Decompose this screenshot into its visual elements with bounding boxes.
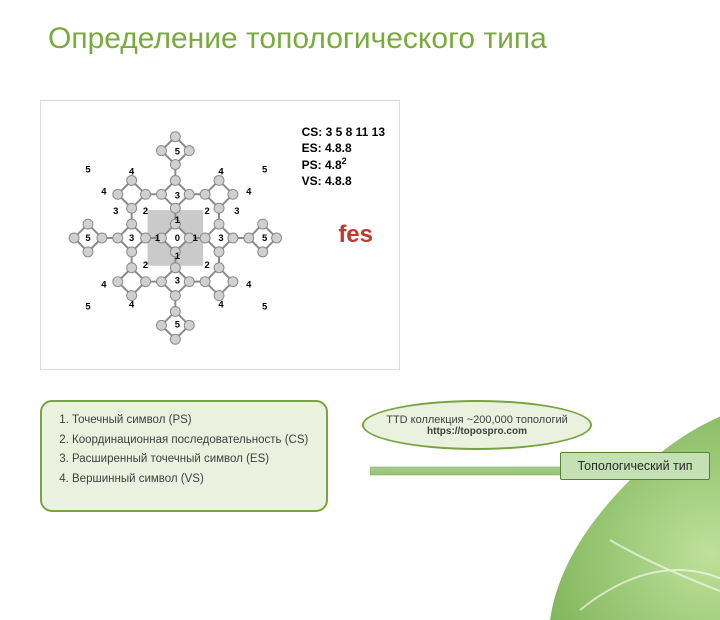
svg-text:4: 4 (101, 185, 107, 196)
svg-text:5: 5 (175, 146, 180, 157)
symbol-list-box: Точечный символ (PS) Координационная пос… (40, 400, 328, 512)
svg-text:4: 4 (129, 165, 135, 176)
svg-text:4: 4 (218, 298, 224, 309)
cs-line: CS: 3 5 8 11 13 (302, 125, 385, 141)
es-line: ES: 4.8.8 (302, 141, 385, 157)
svg-text:2: 2 (204, 259, 209, 270)
svg-text:4: 4 (101, 279, 107, 290)
decor-leaf (520, 360, 720, 620)
svg-text:4: 4 (218, 165, 224, 176)
svg-text:5: 5 (175, 318, 180, 329)
svg-text:4: 4 (246, 185, 252, 196)
list-item: Вершинный символ (VS) (72, 471, 314, 488)
topology-figure: 0111122223333334444444455555555 CS: 3 5 … (40, 100, 400, 370)
svg-text:5: 5 (262, 163, 267, 174)
list-item: Координационная последовательность (CS) (72, 432, 314, 449)
svg-text:2: 2 (143, 259, 148, 270)
svg-text:3: 3 (175, 275, 180, 286)
ps-line: PS: 4.82 (302, 156, 385, 174)
page-title: Определение топологического типа (48, 22, 547, 57)
list-item: Точечный символ (PS) (72, 412, 314, 429)
ttd-oval: TTD коллекция ~200,000 топологий https:/… (362, 400, 592, 450)
svg-text:4: 4 (246, 279, 252, 290)
svg-text:3: 3 (218, 232, 223, 243)
svg-text:3: 3 (129, 232, 134, 243)
fes-label: fes (338, 221, 373, 249)
svg-text:1: 1 (193, 232, 198, 243)
svg-text:2: 2 (143, 205, 148, 216)
ttd-line1: TTD коллекция ~200,000 топологий (364, 414, 590, 426)
svg-text:5: 5 (85, 300, 90, 311)
svg-text:3: 3 (175, 189, 180, 200)
svg-text:0: 0 (175, 232, 180, 243)
svg-text:5: 5 (85, 232, 90, 243)
svg-text:1: 1 (175, 214, 180, 225)
result-box: Топологический тип (560, 452, 710, 480)
list-item: Расширенный точечный символ (ES) (72, 451, 314, 468)
arrow-icon (370, 462, 585, 480)
symbol-block: CS: 3 5 8 11 13 ES: 4.8.8 PS: 4.82 VS: 4… (302, 125, 385, 189)
svg-text:4: 4 (129, 298, 135, 309)
svg-text:3: 3 (113, 205, 118, 216)
svg-text:5: 5 (85, 163, 90, 174)
svg-text:1: 1 (155, 232, 160, 243)
svg-text:2: 2 (204, 205, 209, 216)
svg-text:1: 1 (175, 250, 180, 261)
svg-text:5: 5 (262, 232, 267, 243)
svg-text:5: 5 (262, 300, 267, 311)
vs-line: VS: 4.8.8 (302, 174, 385, 190)
svg-text:3: 3 (234, 205, 239, 216)
ttd-link[interactable]: https://topospro.com (364, 426, 590, 437)
